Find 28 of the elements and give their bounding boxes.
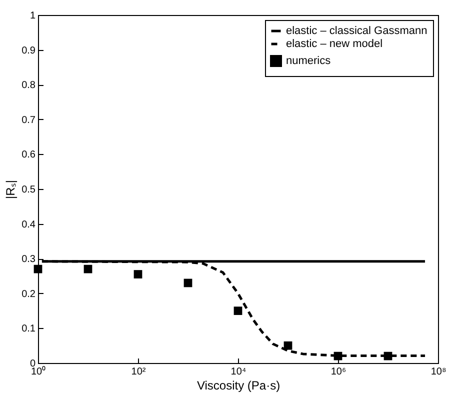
y-tick-label: 0.8 — [22, 80, 36, 92]
point — [34, 264, 42, 274]
y-axis-title: |Rₛ| — [4, 180, 18, 199]
y-tick-label: 0.3 — [22, 254, 36, 266]
y-tick-label: 0.1 — [22, 324, 36, 335]
point — [284, 341, 292, 350]
x-tick-label: 10⁸ — [430, 366, 446, 378]
point — [84, 264, 92, 274]
point — [184, 278, 192, 288]
legend-label: numerics — [286, 55, 332, 67]
y-tick-label: 0.9 — [22, 45, 36, 56]
legend-label: elastic – new model — [286, 38, 383, 50]
point — [134, 270, 142, 278]
x-tick-label: 10⁴ — [230, 366, 246, 378]
x-tick-label: 10⁰ — [30, 366, 46, 378]
point — [334, 352, 342, 360]
legend-label: elastic – classical Gassmann — [286, 25, 428, 37]
y-tick-label: 1 — [30, 10, 36, 22]
point — [234, 306, 242, 315]
y-tick-label: 0.6 — [22, 150, 36, 161]
point — [384, 352, 392, 360]
x-tick-label: 10⁶ — [330, 366, 346, 378]
x-axis-title: Viscosity (Pa·s) — [196, 378, 280, 392]
y-tick-label: 0.2 — [22, 288, 36, 300]
y-tick-label: 0.5 — [22, 184, 36, 196]
y-tick-label: 0.4 — [22, 219, 36, 230]
x-tick-label: 10² — [131, 366, 146, 378]
y-tick-label: 0.7 — [22, 114, 36, 126]
